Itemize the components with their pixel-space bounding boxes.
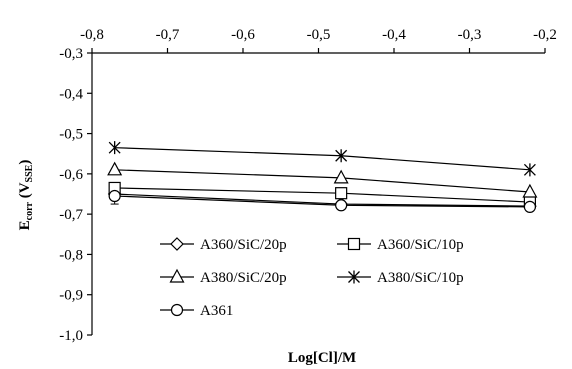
data-point — [108, 141, 121, 155]
legend-marker — [348, 270, 360, 284]
y-axis-title: Ecorr (VSSE) — [17, 160, 35, 231]
y-axis-title-units: (V — [17, 182, 33, 202]
x-tick-label: -0,4 — [382, 27, 406, 43]
x-tick-label: -0,6 — [231, 27, 255, 43]
data-point — [523, 200, 537, 213]
data-point — [335, 187, 348, 200]
y-tick-label: -0,8 — [59, 247, 83, 263]
x-tick-label: -0,3 — [458, 27, 482, 43]
data-point — [523, 163, 536, 177]
axes — [87, 48, 546, 336]
legend-label: A380/SiC/10p — [377, 270, 464, 286]
x-tick-label: -0,7 — [156, 27, 180, 43]
x-tick-label: -0,5 — [307, 27, 331, 43]
x-axis-title: Log[Cl]/M — [288, 350, 356, 366]
y-tick-label: -0,9 — [59, 288, 83, 304]
x-tick-label: -0,8 — [80, 27, 104, 43]
y-axis-title-units-sub: SSE — [24, 164, 35, 182]
legend-marker — [169, 268, 185, 283]
legend-label: A360/SiC/20p — [200, 237, 287, 253]
legend-marker — [170, 237, 184, 251]
y-tick-label: -0,3 — [59, 46, 83, 62]
legend-marker — [170, 303, 184, 317]
plot-area — [107, 141, 538, 213]
series-line — [114, 147, 530, 171]
series-line — [114, 169, 530, 193]
y-tick-label: -0,4 — [59, 86, 83, 102]
tick-labels: -0,8 -0,7 -0,6 -0,5 -0,4 -0,3 -0,2 -0,3 -0,4 -0,5… — [59, 27, 557, 344]
legend-label: A361 — [200, 303, 233, 319]
legend-label: A360/SiC/10p — [377, 237, 464, 253]
legend-marker — [347, 237, 361, 251]
y-tick-label: -0,5 — [59, 127, 83, 143]
data-point — [333, 169, 349, 184]
data-point — [335, 149, 348, 163]
y-axis-title-sub: corr — [24, 201, 35, 220]
y-axis-title-main: E — [17, 220, 33, 230]
y-axis-title-units-end: ) — [17, 160, 33, 165]
y-tick-label: -0,7 — [59, 207, 83, 223]
data-point — [108, 189, 121, 203]
data-point — [107, 161, 123, 176]
legend: A360/SiC/20p A360/SiC/10p A380/SiC/20p A380… — [160, 237, 464, 319]
y-tick-label: -1,0 — [59, 328, 83, 344]
series-line — [114, 187, 530, 203]
y-tick-label: -0,6 — [59, 167, 83, 183]
x-tick-label: -0,2 — [533, 27, 557, 43]
legend-label: A380/SiC/20p — [200, 270, 287, 286]
data-point — [335, 199, 348, 212]
data-point — [522, 183, 538, 198]
